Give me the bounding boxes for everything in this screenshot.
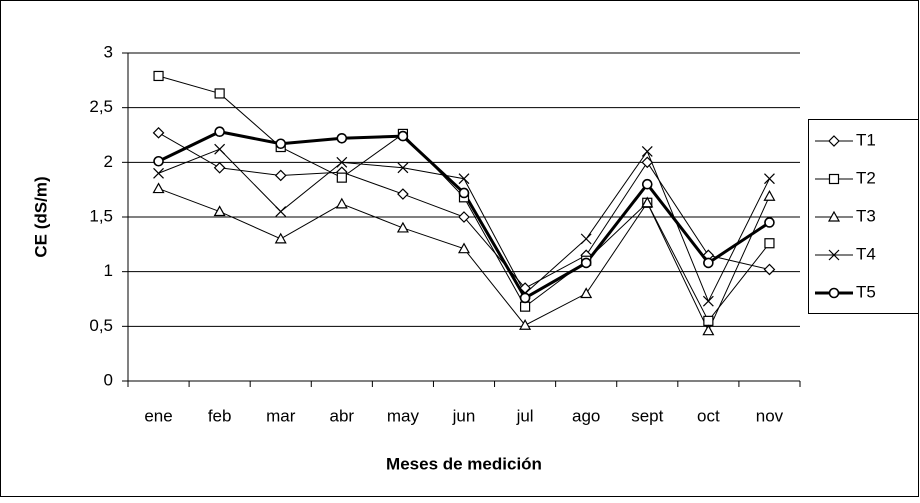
data-point: [275, 206, 287, 217]
data-point: [580, 257, 592, 269]
legend-marker: [828, 287, 840, 299]
data-point: [275, 138, 287, 150]
x-tick-label: abr: [330, 406, 355, 425]
data-point: [213, 161, 226, 174]
legend-label: T1: [856, 130, 876, 149]
data-point: [641, 145, 653, 157]
data-point: [519, 292, 531, 304]
data-point: [580, 233, 592, 245]
data-point: [397, 162, 409, 174]
data-point: [764, 217, 775, 228]
x-tick-label: ene: [144, 406, 172, 425]
data-point: [213, 205, 226, 217]
data-point: [519, 301, 531, 312]
data-point: [703, 315, 714, 326]
data-point: [153, 70, 164, 82]
y-tick-label: 3: [104, 42, 113, 61]
data-point: [274, 169, 287, 182]
x-tick-label: jun: [452, 406, 476, 425]
data-point: [397, 188, 409, 200]
data-point: [764, 238, 775, 249]
data-point: [702, 295, 714, 307]
data-point: [763, 189, 776, 201]
data-point: [580, 287, 593, 299]
data-point: [396, 221, 409, 233]
data-point: [763, 263, 776, 276]
x-tick-label: feb: [208, 406, 232, 425]
y-tick-label: 0,5: [89, 316, 113, 335]
data-point: [214, 126, 225, 138]
data-point: [519, 319, 532, 330]
y-tick-label: 1,5: [89, 206, 113, 225]
data-point: [274, 232, 287, 244]
x-tick-label: nov: [756, 406, 784, 425]
legend-label: T3: [856, 206, 876, 225]
data-point: [336, 172, 347, 183]
data-point: [702, 324, 715, 336]
data-point: [214, 88, 225, 99]
x-tick-label: ago: [572, 406, 600, 425]
x-tick-label: may: [387, 406, 420, 425]
data-point: [152, 182, 165, 194]
data-point: [641, 196, 654, 208]
legend-marker: [827, 210, 841, 222]
legend-marker: [828, 135, 840, 147]
legend-label: T4: [856, 244, 876, 263]
data-point: [458, 173, 470, 185]
data-point: [336, 156, 348, 168]
x-tick-label: mar: [266, 406, 296, 425]
x-tick-label: sept: [631, 406, 663, 425]
x-tick-label: oct: [697, 406, 720, 425]
data-point: [641, 178, 653, 190]
legend-label: T2: [856, 168, 876, 187]
data-point: [641, 156, 654, 169]
y-tick-label: 2,5: [89, 97, 113, 116]
y-axis-label: CE (dS/m): [31, 176, 50, 257]
data-point: [764, 173, 775, 185]
data-point: [335, 197, 348, 209]
data-point: [703, 257, 714, 269]
y-tick-label: 1: [104, 261, 113, 280]
x-tick-label: jul: [516, 406, 534, 425]
legend-marker: [828, 249, 840, 261]
y-tick-label: 2: [104, 152, 113, 171]
data-point: [214, 143, 226, 155]
data-point: [457, 242, 471, 254]
data-point: [336, 132, 348, 144]
data-point: [152, 126, 165, 139]
legend-marker: [828, 173, 840, 185]
x-axis-label: Meses de medición: [386, 454, 542, 473]
data-point: [153, 155, 164, 167]
data-point: [458, 211, 470, 223]
y-tick-label: 0: [104, 370, 113, 389]
data-point: [397, 130, 409, 142]
data-point: [458, 187, 470, 199]
legend-label: T5: [856, 282, 876, 301]
data-point: [153, 167, 164, 179]
